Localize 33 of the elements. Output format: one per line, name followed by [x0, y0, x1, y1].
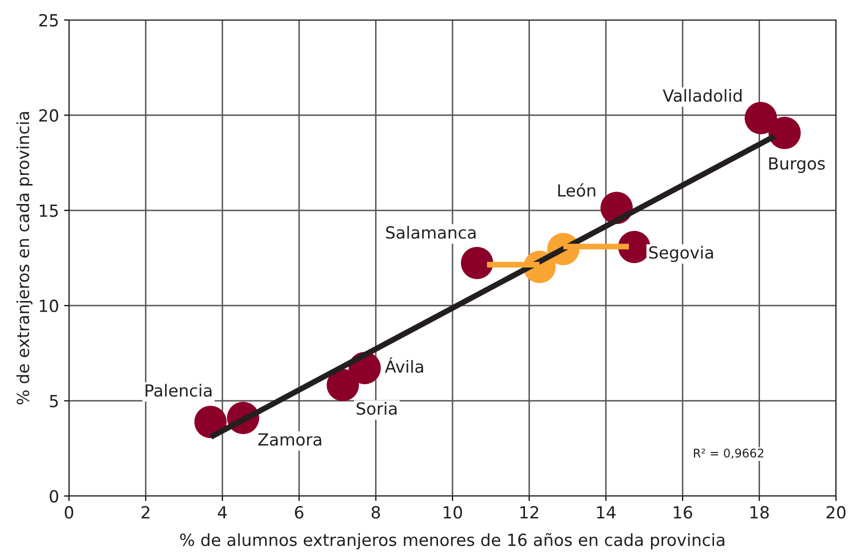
x-tick-label: 12: [520, 506, 538, 518]
annotation: Ávila: [384, 357, 424, 373]
x-tick-label: 10: [444, 506, 462, 519]
point: [194, 406, 227, 438]
x-tick-label: 20: [826, 506, 846, 519]
point: [460, 246, 494, 280]
y-tick-label: 0: [50, 490, 58, 503]
point: [768, 116, 801, 150]
annotation: León: [558, 183, 596, 197]
x-tick-label: 18: [750, 506, 769, 519]
x-tick-label: 8: [372, 506, 380, 519]
y-axis-title: % de extranjeros en cada provincia: [16, 112, 33, 404]
annotation: Segovia: [649, 246, 713, 262]
x-axis-title: % de alumnos extranjeros menores de 16 años en cada provincia: [180, 532, 724, 550]
annotation: Burgos: [769, 157, 825, 173]
annotation: Valladolid: [662, 88, 742, 102]
annotation: Salamanca: [386, 226, 476, 239]
x-tick-label: 0: [64, 506, 74, 519]
y-tick-label: 25: [39, 14, 58, 27]
point: [744, 102, 777, 134]
y-tick-label: 5: [50, 394, 58, 408]
annotation: Palencia: [146, 384, 212, 397]
x-tick-label: 14: [597, 506, 616, 518]
annotation: Zamora: [258, 433, 322, 446]
annotation: R² = 0,9662: [694, 448, 764, 459]
x-tick-label: 2: [142, 506, 150, 518]
x-tick-label: 4: [218, 506, 227, 518]
x-tick-label: 16: [674, 506, 692, 519]
y-tick-label: 20: [39, 109, 58, 122]
y-tick-label: 10: [40, 300, 58, 312]
x-tick-label: 6: [294, 506, 304, 519]
annotation: Soria: [356, 402, 397, 415]
y-tick-label: 15: [40, 204, 58, 217]
